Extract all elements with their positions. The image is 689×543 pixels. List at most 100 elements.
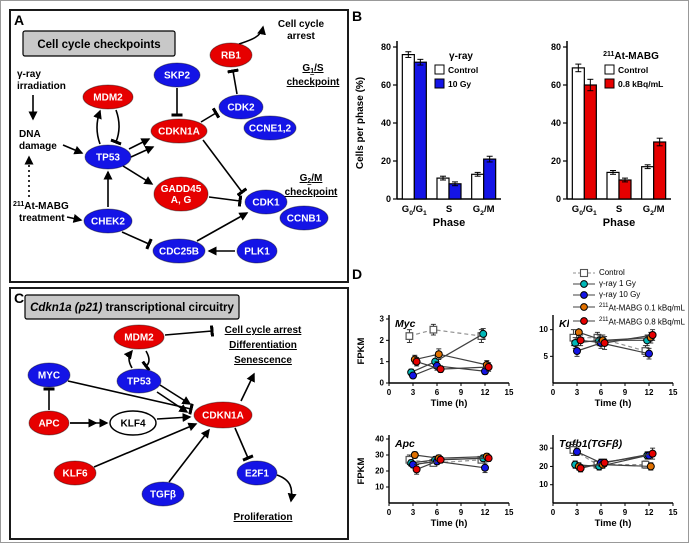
svg-text:CDK1: CDK1 <box>252 198 280 209</box>
line-chart-apc: 0 3 6 9 12 15 10 20 30 40 Time (h) FPKM Apc <box>356 435 514 530</box>
panel-d: D 0 3 6 9 12 15 0 1 2 3 Time (h) FPKM Myc 0 3 6 9 12 15 5 1… <box>349 265 688 542</box>
pathway-edges-c <box>43 325 297 503</box>
node-tp53-c: TP53 <box>116 368 162 394</box>
line-chart-tgfb1: 0 3 6 9 12 15 10 20 30 Time (h) Tgfb1(TGFβ) <box>539 435 678 529</box>
svg-text:9: 9 <box>459 508 464 517</box>
svg-text:KLF6: KLF6 <box>63 469 88 480</box>
svg-text:KLF4: KLF4 <box>121 419 146 430</box>
label-g2m-checkpoint: G2/M <box>300 173 323 185</box>
node-mdm2-a: MDM2 <box>82 84 134 110</box>
node-cdkn1a-c: CDKN1A <box>193 401 253 429</box>
panel-b-label: B <box>352 8 363 24</box>
svg-text:12: 12 <box>645 388 654 397</box>
svg-text:MYC: MYC <box>38 371 60 382</box>
panel-d-legend: Control γ-ray 1 Gy γ-ray 10 Gy 211At-MABG 0… <box>568 267 688 329</box>
svg-text:211At-MABG: 211At-MABG <box>603 51 659 62</box>
node-tp53-a: TP53 <box>84 144 132 170</box>
svg-text:60: 60 <box>551 80 561 90</box>
label-g1s-checkpoint-2: checkpoint <box>287 77 340 88</box>
svg-text:Cells per phase (%): Cells per phase (%) <box>355 77 366 169</box>
chart-line-tgfb1: 0 3 6 9 12 15 10 20 30 Time (h) Tgfb1(TGFβ) <box>539 435 678 529</box>
svg-text:9: 9 <box>459 388 464 397</box>
panel-d-label: D <box>352 266 363 282</box>
svg-text:E2F1: E2F1 <box>245 469 269 480</box>
label-proliferation: Proliferation <box>234 512 293 523</box>
svg-text:40: 40 <box>375 435 384 444</box>
svg-text:15: 15 <box>505 508 514 517</box>
svg-text:12: 12 <box>481 388 490 397</box>
svg-text:6: 6 <box>599 508 604 517</box>
node-cdkn1a-a: CDKN1A <box>150 118 208 144</box>
legend-label: 211At-MABG 0.8 kBq/mL <box>598 316 685 327</box>
panel-b: B 0 20 40 60 80 Cells per phase (%) G0/G1 S G2/M… <box>349 7 688 265</box>
svg-text:Time (h): Time (h) <box>431 518 468 529</box>
legend-label: γ-ray 1 Gy <box>598 279 636 288</box>
panel-a-diagram: Cell cycle checkpoints <box>13 19 340 264</box>
svg-text:5: 5 <box>544 352 549 361</box>
svg-text:Phase: Phase <box>603 217 635 229</box>
svg-text:2: 2 <box>380 336 385 345</box>
svg-text:0.8 kBq/mL: 0.8 kBq/mL <box>618 79 663 89</box>
svg-text:γ-ray: γ-ray <box>449 51 473 62</box>
legend-item: Control <box>572 268 685 278</box>
label-arrest-outcome-2: Differentiation <box>229 340 297 351</box>
svg-text:SKP2: SKP2 <box>164 71 191 82</box>
svg-text:0: 0 <box>551 388 556 397</box>
node-gadd45: GADD45 A, G <box>153 176 209 212</box>
label-dna-damage-2: damage <box>19 141 57 152</box>
svg-text:CDC25B: CDC25B <box>159 247 199 258</box>
svg-text:CHEK2: CHEK2 <box>91 217 125 228</box>
node-mdm2-c: MDM2 <box>113 324 165 350</box>
node-klf4: KLF4 <box>109 410 157 436</box>
panel-c-diagram: Cdkn1a (p21) transcriptional circuitry C… <box>24 294 302 523</box>
svg-text:TP53: TP53 <box>96 153 120 164</box>
circle-marker-icon <box>572 280 595 288</box>
svg-text:TP53: TP53 <box>127 377 151 388</box>
svg-text:10: 10 <box>539 480 548 489</box>
svg-text:20: 20 <box>551 156 561 166</box>
node-apc: APC <box>28 410 70 436</box>
svg-text:S: S <box>616 204 622 215</box>
svg-text:80: 80 <box>381 42 391 52</box>
svg-text:60: 60 <box>381 80 391 90</box>
pathway-edges-a <box>24 25 266 256</box>
svg-text:3: 3 <box>411 508 416 517</box>
svg-text:6: 6 <box>435 508 440 517</box>
label-g1s-checkpoint: G1/S <box>302 63 323 75</box>
label-gamma-irradiation-2: irradiation <box>17 81 66 92</box>
svg-text:FPKM: FPKM <box>356 457 367 484</box>
panel-a: A Cell cycle checkpoints <box>9 9 349 283</box>
svg-text:80: 80 <box>551 42 561 52</box>
bar-chart-mabg: 0 20 40 60 80 G0/G1 S G2/M Phase 211At-MABG Contro… <box>551 41 671 229</box>
node-skp2: SKP2 <box>153 62 201 88</box>
panel-c-label: C <box>14 290 25 306</box>
svg-text:Time (h): Time (h) <box>595 518 632 529</box>
svg-text:0: 0 <box>556 194 561 204</box>
svg-text:G0/G1: G0/G1 <box>402 204 427 217</box>
svg-text:S: S <box>446 204 452 215</box>
svg-text:20: 20 <box>381 156 391 166</box>
legend-item: 211At-MABG 0.1 kBq/mL <box>572 301 685 314</box>
svg-text:MDM2: MDM2 <box>124 333 154 344</box>
node-cdk2: CDK2 <box>218 94 264 120</box>
node-klf6: KLF6 <box>53 460 97 486</box>
svg-text:3: 3 <box>575 388 580 397</box>
node-myc: MYC <box>27 362 71 388</box>
svg-text:9: 9 <box>623 508 628 517</box>
svg-text:CDK2: CDK2 <box>227 103 255 114</box>
legend-item: γ-ray 10 Gy <box>572 290 685 300</box>
label-arrest-outcome-3: Senescence <box>234 355 292 366</box>
svg-text:30: 30 <box>539 444 548 453</box>
svg-text:15: 15 <box>669 508 678 517</box>
label-mabg-treatment-2: treatment <box>19 213 65 224</box>
svg-text:0: 0 <box>380 379 385 388</box>
svg-text:20: 20 <box>375 467 384 476</box>
svg-text:1: 1 <box>380 357 385 366</box>
svg-text:Myc: Myc <box>395 318 416 330</box>
legend-label: 211At-MABG 0.1 kBq/mL <box>598 303 685 313</box>
svg-text:6: 6 <box>435 388 440 397</box>
svg-text:20: 20 <box>539 462 548 471</box>
chart-bar-mabg: 0 20 40 60 80 G0/G1 S G2/M Phase 211At-MABG Contro… <box>551 41 671 229</box>
node-rb1: RB1 <box>209 42 253 68</box>
